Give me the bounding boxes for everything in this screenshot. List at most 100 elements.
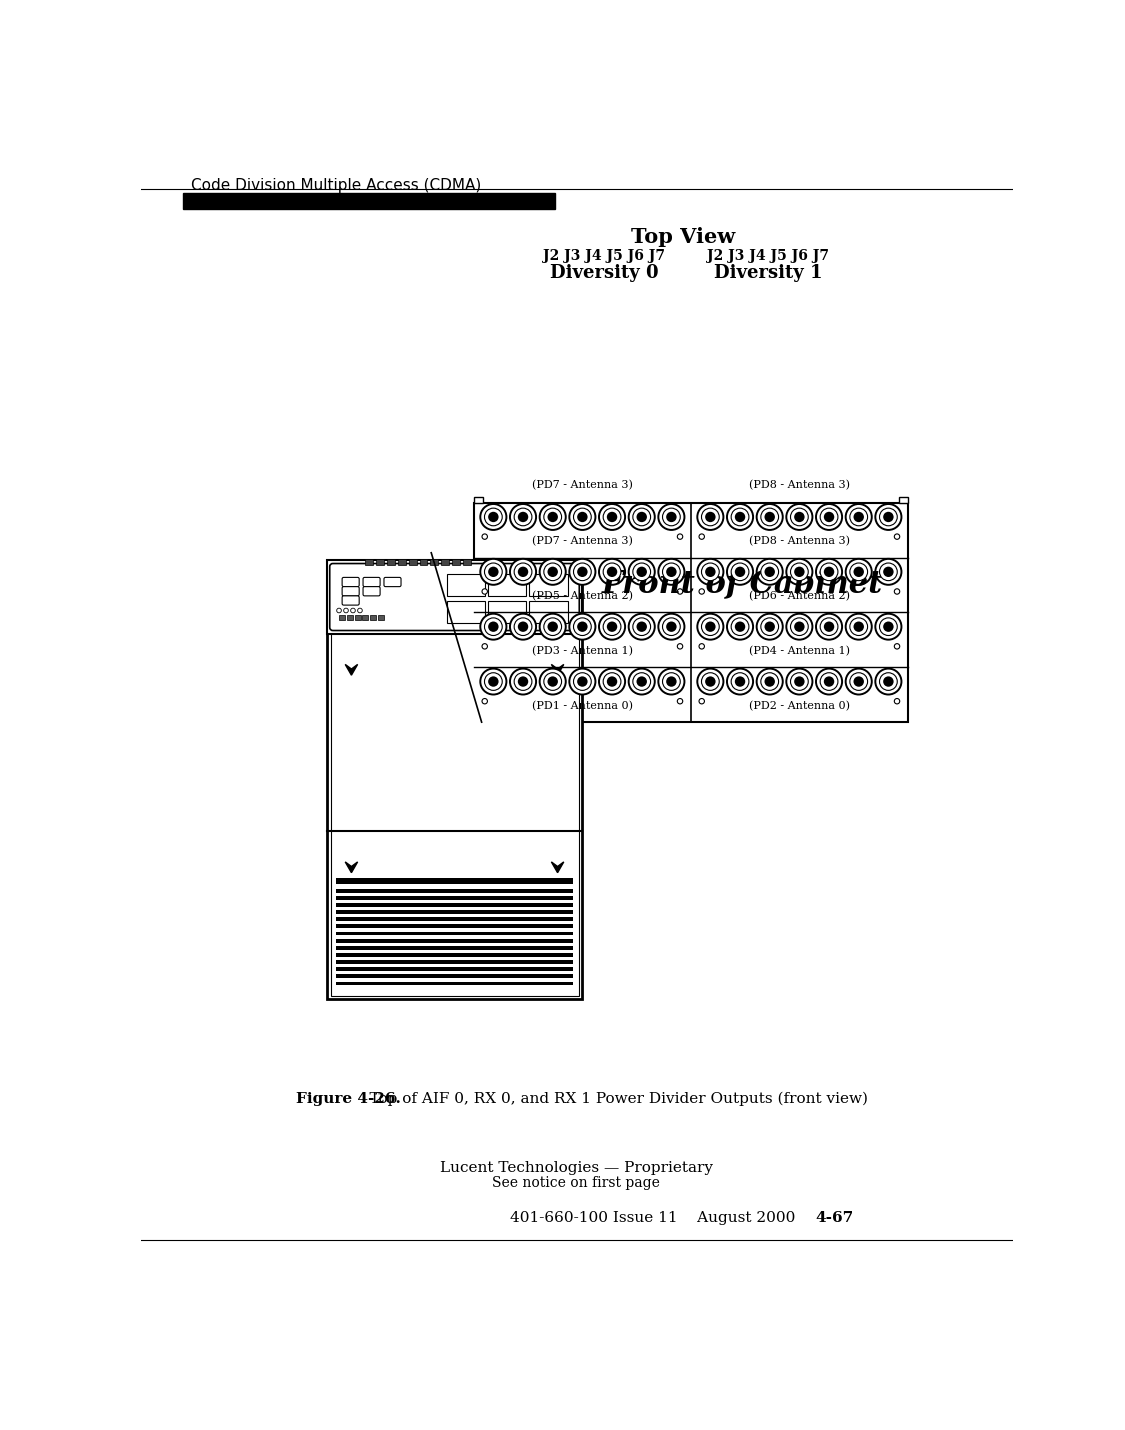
Circle shape [883,622,893,632]
Circle shape [510,503,537,531]
Circle shape [698,613,723,639]
Circle shape [343,608,349,613]
Polygon shape [551,665,564,675]
Circle shape [658,503,684,531]
Circle shape [820,618,838,635]
Circle shape [698,669,723,695]
Text: (PD8 - Antenna 3): (PD8 - Antenna 3) [749,480,849,490]
Circle shape [485,618,502,635]
FancyBboxPatch shape [330,563,579,631]
Circle shape [794,512,804,522]
Circle shape [883,512,893,522]
Circle shape [880,563,898,581]
Circle shape [731,563,749,581]
FancyBboxPatch shape [342,596,359,605]
Circle shape [518,676,529,686]
Bar [336,895,573,899]
Circle shape [598,669,626,695]
Circle shape [637,512,647,522]
Circle shape [569,503,595,531]
Circle shape [540,503,566,531]
Bar [474,496,483,503]
Circle shape [705,512,716,522]
Circle shape [727,669,753,695]
Circle shape [336,608,341,613]
Circle shape [629,559,655,585]
Circle shape [510,559,537,585]
Circle shape [658,559,684,585]
Bar [376,559,384,565]
Circle shape [569,613,595,639]
Bar [336,981,573,985]
Circle shape [548,512,558,522]
Circle shape [540,613,566,639]
Circle shape [820,563,838,581]
Circle shape [510,613,537,639]
Circle shape [606,676,618,686]
Circle shape [791,563,808,581]
Circle shape [698,503,723,531]
Bar [326,561,583,1000]
Circle shape [702,508,719,526]
Circle shape [731,508,749,526]
Text: (PD2 - Antenna 0): (PD2 - Antenna 0) [749,701,849,711]
Circle shape [663,672,681,691]
Circle shape [658,613,684,639]
Bar [488,573,526,596]
Circle shape [786,613,812,639]
Text: (PD7 - Antenna 3): (PD7 - Antenna 3) [532,536,632,546]
Circle shape [816,503,843,531]
Circle shape [791,672,808,691]
Circle shape [548,566,558,578]
Bar [336,938,573,942]
Circle shape [875,559,901,585]
Circle shape [854,676,864,686]
Circle shape [816,559,843,585]
Circle shape [577,622,587,632]
Bar [530,601,568,623]
Circle shape [518,622,529,632]
Circle shape [880,618,898,635]
Bar [378,615,384,619]
Circle shape [633,618,650,635]
Circle shape [577,566,587,578]
Circle shape [482,698,487,704]
Circle shape [677,644,683,649]
Circle shape [765,566,775,578]
Circle shape [854,622,864,632]
Circle shape [658,669,684,695]
Circle shape [894,589,900,595]
Circle shape [735,512,745,522]
Circle shape [824,512,835,522]
Circle shape [786,669,812,695]
Bar [336,967,573,971]
Text: (PD7 - Antenna 3): (PD7 - Antenna 3) [532,480,632,490]
Circle shape [598,613,626,639]
Circle shape [854,566,864,578]
Bar [420,559,428,565]
Circle shape [633,508,650,526]
Circle shape [518,566,529,578]
Text: Figure 4-26.: Figure 4-26. [296,1091,400,1105]
Circle shape [757,559,783,585]
Circle shape [849,563,867,581]
Circle shape [883,676,893,686]
Text: 4-67: 4-67 [814,1211,853,1226]
FancyBboxPatch shape [384,578,400,586]
Circle shape [629,613,655,639]
Circle shape [603,508,621,526]
Bar [336,924,573,928]
Circle shape [816,669,843,695]
Circle shape [514,508,532,526]
Text: Top of AIF 0, RX 0, and RX 1 Power Divider Outputs (front view): Top of AIF 0, RX 0, and RX 1 Power Divid… [350,1091,867,1107]
Circle shape [702,563,719,581]
Circle shape [794,622,804,632]
Bar [336,888,573,892]
Text: (PD4 - Antenna 1): (PD4 - Antenna 1) [749,646,849,656]
Circle shape [574,672,592,691]
Circle shape [705,566,716,578]
Circle shape [540,559,566,585]
Circle shape [480,559,506,585]
Text: (PD3 - Antenna 1): (PD3 - Antenna 1) [532,646,633,656]
Circle shape [894,644,900,649]
